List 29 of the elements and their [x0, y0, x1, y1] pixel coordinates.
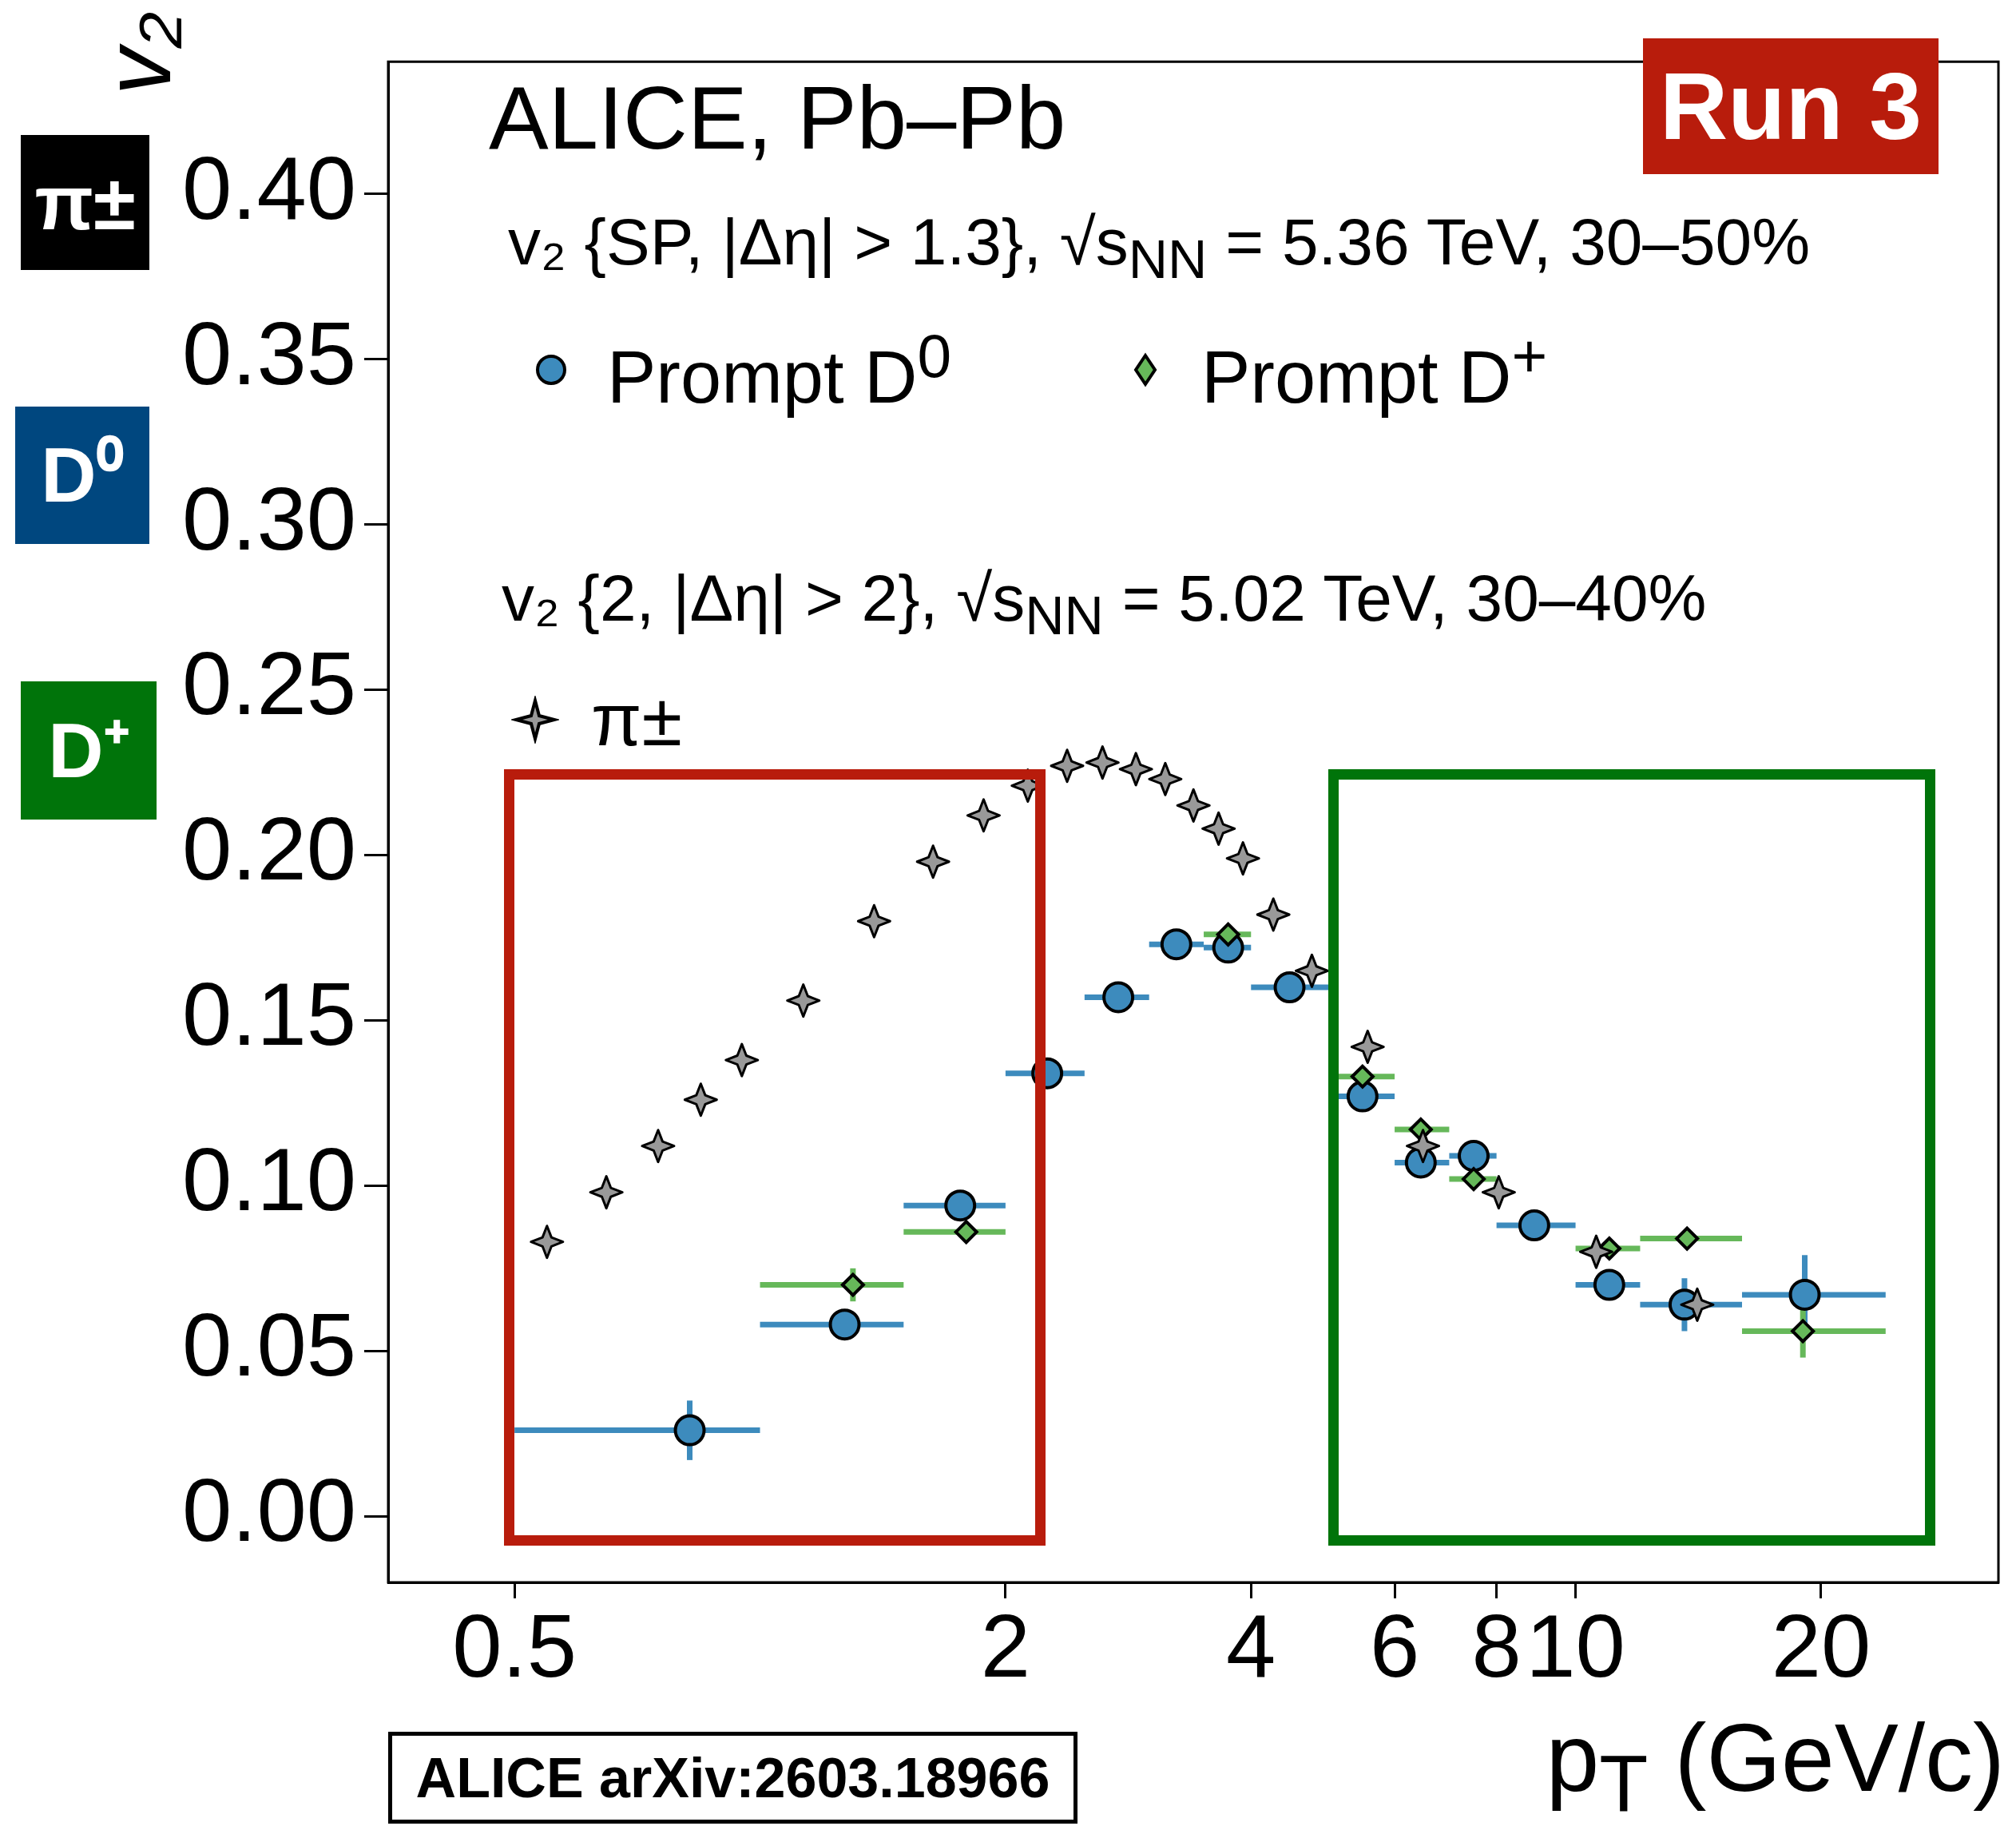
y-tick-label: 0.05	[182, 1295, 356, 1395]
chart-title: ALICE, Pb–Pb	[489, 68, 1066, 168]
x-tick-label: 8	[1471, 1596, 1522, 1697]
text: D⁺	[21, 681, 157, 820]
x-axis-title: p$_{T}$ (GeV/c)	[1546, 1704, 2005, 1828]
annotation: v₂ {SP, |Δη| > 1.3}, √s$_{NN}$ = 5.36 TeV, 30–50%	[508, 205, 1811, 290]
text: D⁰	[15, 407, 149, 544]
y-axis-title: v₂	[85, 12, 190, 95]
x-tick-label: 0.5	[452, 1596, 577, 1697]
y-tick-label: 0.35	[182, 303, 356, 403]
y-tick-label: 0.30	[182, 468, 356, 569]
annotation: v₂ {2, |Δη| > 2}, √s$_{NN}$ = 5.02 TeV, 30–40%	[502, 562, 1707, 646]
text: ALICE arXiv:2603.18966	[388, 1732, 1077, 1824]
y-tick-label: 0.00	[182, 1460, 356, 1561]
y-tick-label: 0.10	[182, 1129, 356, 1230]
annotation: Run 3	[1643, 38, 1939, 174]
legend-label: π±	[591, 679, 682, 760]
x-tick-label: 6	[1369, 1596, 1420, 1697]
y-tick-label: 0.20	[182, 799, 356, 899]
y-tick-label: 0.25	[182, 633, 356, 734]
x-tick-label: 20	[1771, 1596, 1871, 1697]
x-tick-label: 10	[1526, 1596, 1625, 1697]
x-tick-label: 2	[980, 1596, 1031, 1697]
text: π±	[21, 135, 149, 270]
legend-label: Prompt D$^{0}$	[607, 322, 952, 418]
y-tick-label: 0.15	[182, 964, 356, 1065]
x-tick-label: 4	[1226, 1596, 1276, 1697]
legend-label: Prompt D$^{+}$	[1201, 322, 1548, 418]
y-tick-label: 0.40	[182, 137, 356, 238]
